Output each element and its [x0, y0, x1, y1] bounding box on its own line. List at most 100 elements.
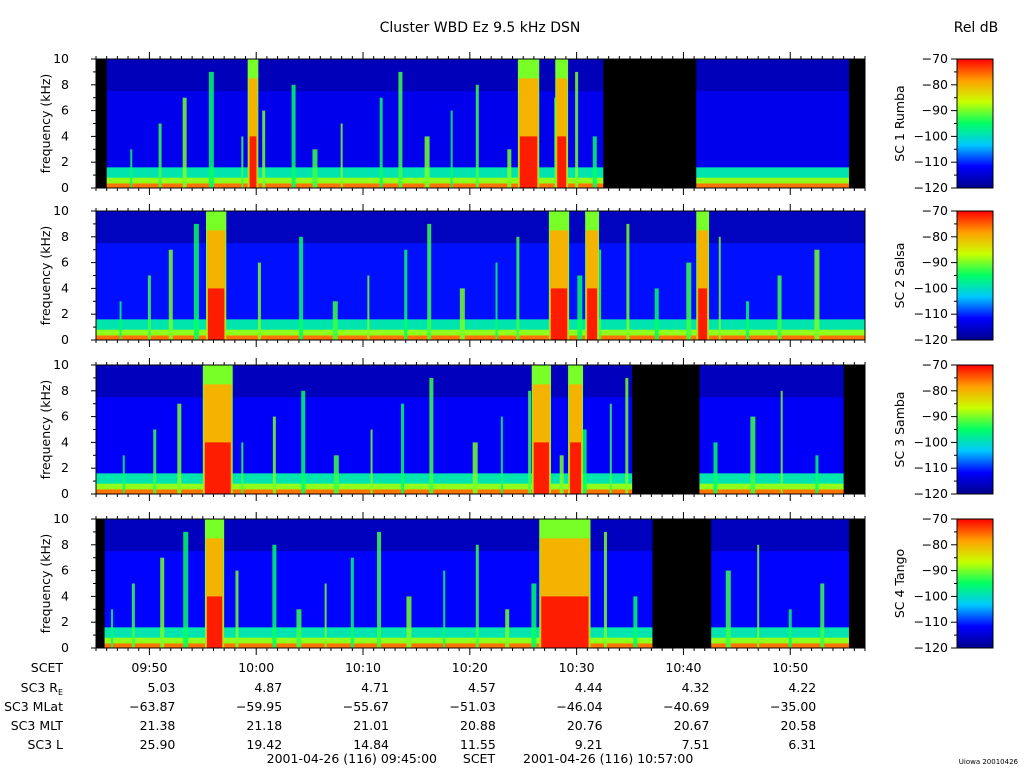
emission-spike [177, 403, 182, 494]
emission-spike [725, 570, 731, 648]
y-tick-label: 10 [53, 203, 69, 218]
emission-spike [379, 97, 383, 188]
emission-spike [472, 442, 478, 494]
y-tick-label: 4 [61, 588, 69, 603]
emission-spike [131, 583, 135, 648]
burst-core [541, 596, 589, 648]
emission-spike [581, 429, 587, 494]
emission-spike [350, 557, 354, 648]
emission-spike [130, 149, 133, 188]
colorbar-tick-label: −110 [914, 154, 948, 169]
ephemeris-value: 11.55 [460, 737, 496, 752]
burst-core [533, 442, 549, 494]
emission-spike [757, 544, 760, 648]
emission-spike [398, 71, 403, 188]
footer-credit: Uiowa 20010426 [959, 758, 1019, 766]
ephemeris-value: 4.57 [468, 680, 496, 695]
y-tick-label: 8 [61, 383, 69, 398]
emission-spike [367, 275, 370, 340]
colorbar-tick-label: −110 [914, 460, 948, 475]
data-gap [632, 365, 700, 494]
ephemeris-value: 20.67 [674, 718, 710, 733]
emission-spike [815, 455, 819, 494]
emission-spike [272, 416, 276, 494]
emission-spike [531, 583, 537, 648]
y-tick-label: 4 [61, 434, 69, 449]
colorbar-tick-label: −70 [922, 511, 948, 526]
emission-spike [183, 531, 189, 648]
footer-scet-label: SCET [463, 751, 496, 766]
emission-spike [820, 583, 825, 648]
emission-spike [168, 249, 173, 340]
emission-spike [429, 377, 434, 494]
ephemeris-value: 4.32 [682, 680, 710, 695]
emission-spike [777, 275, 782, 340]
ephemeris-value: 19.42 [246, 737, 282, 752]
emission-spike [401, 403, 405, 494]
burst-mid [697, 230, 709, 340]
emission-spike [332, 301, 338, 340]
ephemeris-value: 7.51 [682, 737, 710, 752]
x-tick-label: 10:20 [452, 660, 488, 675]
ephemeris-value: 5.03 [148, 680, 176, 695]
emission-spike [153, 429, 157, 494]
emission-spike [746, 301, 750, 340]
colorbar-tick-label: −90 [922, 103, 948, 118]
ephemeris-value: 14.84 [353, 737, 389, 752]
colorbar-tick-label: −120 [914, 332, 948, 347]
emission-spike [296, 609, 302, 648]
emission-spike [235, 570, 239, 648]
low-frequency-band-3 [96, 183, 865, 188]
emission-spike [340, 123, 343, 188]
emission-spike [158, 123, 162, 188]
burst-core [249, 136, 257, 188]
emission-spike [625, 377, 629, 494]
colorbar-tick-label: −110 [914, 614, 948, 629]
data-gap [848, 59, 865, 188]
y-tick-label: 10 [53, 357, 69, 372]
ephemeris-value: 20.58 [780, 718, 816, 733]
ephemeris-value: 9.21 [575, 737, 603, 752]
spacecraft-label: SC 1 Rumba [892, 85, 907, 161]
emission-spike [475, 84, 479, 188]
x-tick-label: 10:30 [559, 660, 595, 675]
emission-spike [718, 236, 721, 340]
x-tick-label: 10:00 [238, 660, 274, 675]
y-tick-label: 2 [61, 306, 69, 321]
data-gap [96, 59, 107, 188]
y-axis-label: frequency (kHz) [38, 534, 53, 634]
emission-spike [377, 531, 382, 648]
colorbar-tick-label: −120 [914, 486, 948, 501]
ephemeris-value: 20.76 [567, 718, 603, 733]
emission-spike [633, 596, 638, 648]
emission-spike [324, 583, 327, 648]
emission-spike [450, 110, 453, 188]
low-frequency-band-2 [96, 637, 865, 648]
ephemeris-row-label: SC3 MLat [4, 699, 63, 714]
y-tick-label: 6 [61, 255, 69, 270]
colorbar-tick-label: −100 [914, 588, 948, 603]
emission-spike [111, 609, 114, 648]
emission-spike [193, 223, 199, 340]
colorbar-tick-label: −100 [914, 434, 948, 449]
ephemeris-value: 4.22 [788, 680, 816, 695]
y-tick-label: 0 [61, 640, 69, 655]
emission-spike [507, 149, 512, 188]
colorbar-tick-label: −90 [922, 255, 948, 270]
emission-spike [626, 223, 630, 340]
y-tick-label: 0 [61, 486, 69, 501]
ephemeris-value: 4.87 [254, 680, 282, 695]
emission-spike [241, 442, 244, 494]
ephemeris-value: 25.90 [140, 737, 176, 752]
data-gap [843, 365, 865, 494]
emission-spike [609, 403, 612, 494]
y-axis-label: frequency (kHz) [38, 74, 53, 174]
spacecraft-label: SC 3 Samba [892, 392, 907, 468]
emission-spike [475, 544, 479, 648]
ephemeris-row: SC3 MLT 21.38 21.18 21.01 20.88 20.76 20.67 20.… [11, 718, 817, 733]
low-frequency-band-2 [96, 329, 865, 340]
spectrogram-upper-band [96, 59, 865, 92]
colorbar-title: Rel dB [954, 20, 999, 36]
